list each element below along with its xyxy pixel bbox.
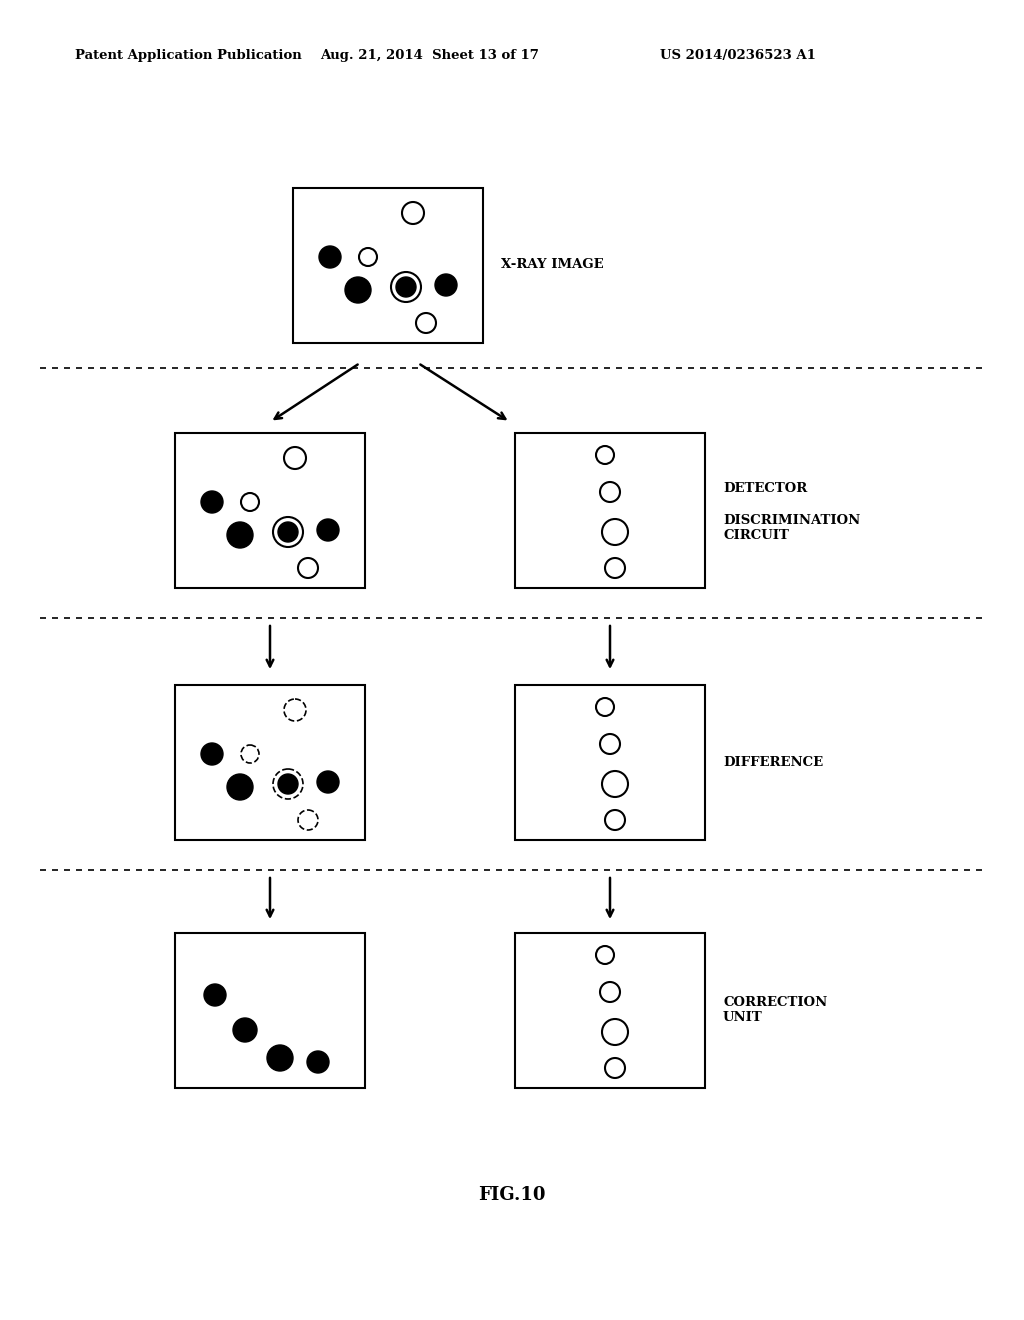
Circle shape: [605, 1059, 625, 1078]
Circle shape: [267, 1045, 293, 1071]
Circle shape: [307, 1051, 329, 1073]
Circle shape: [602, 1019, 628, 1045]
Circle shape: [233, 1018, 257, 1041]
Circle shape: [204, 983, 226, 1006]
Circle shape: [284, 447, 306, 469]
Circle shape: [241, 744, 259, 763]
Text: X-RAY IMAGE: X-RAY IMAGE: [501, 259, 603, 272]
Circle shape: [605, 810, 625, 830]
Circle shape: [596, 946, 614, 964]
Bar: [175, 932, 365, 1088]
Circle shape: [201, 743, 223, 766]
Circle shape: [600, 982, 620, 1002]
Circle shape: [605, 558, 625, 578]
Text: CORRECTION
UNIT: CORRECTION UNIT: [723, 997, 827, 1024]
Bar: [293, 187, 483, 342]
Circle shape: [359, 248, 377, 267]
Circle shape: [600, 482, 620, 502]
Circle shape: [298, 558, 318, 578]
Circle shape: [201, 491, 223, 513]
Bar: [515, 433, 705, 587]
Circle shape: [298, 810, 318, 830]
Circle shape: [227, 774, 253, 800]
Text: DETECTOR: DETECTOR: [723, 482, 807, 495]
Circle shape: [273, 517, 303, 546]
Circle shape: [602, 771, 628, 797]
Text: US 2014/0236523 A1: US 2014/0236523 A1: [660, 49, 816, 62]
Circle shape: [596, 698, 614, 715]
Text: Aug. 21, 2014  Sheet 13 of 17: Aug. 21, 2014 Sheet 13 of 17: [321, 49, 540, 62]
Circle shape: [317, 519, 339, 541]
Bar: [175, 685, 365, 840]
Circle shape: [402, 202, 424, 224]
Circle shape: [319, 246, 341, 268]
Circle shape: [600, 734, 620, 754]
Circle shape: [241, 492, 259, 511]
Bar: [175, 433, 365, 587]
Circle shape: [278, 774, 298, 795]
Circle shape: [596, 446, 614, 465]
Circle shape: [602, 519, 628, 545]
Text: DIFFERENCE: DIFFERENCE: [723, 755, 823, 768]
Circle shape: [435, 275, 457, 296]
Circle shape: [227, 521, 253, 548]
Circle shape: [317, 771, 339, 793]
Circle shape: [396, 277, 416, 297]
Circle shape: [416, 313, 436, 333]
Circle shape: [391, 272, 421, 302]
Circle shape: [284, 700, 306, 721]
Bar: [515, 932, 705, 1088]
Text: DISCRIMINATION
CIRCUIT: DISCRIMINATION CIRCUIT: [723, 513, 860, 543]
Bar: [515, 685, 705, 840]
Circle shape: [278, 521, 298, 543]
Text: FIG.10: FIG.10: [478, 1185, 546, 1204]
Text: Patent Application Publication: Patent Application Publication: [75, 49, 302, 62]
Circle shape: [345, 277, 371, 304]
Circle shape: [273, 770, 303, 799]
